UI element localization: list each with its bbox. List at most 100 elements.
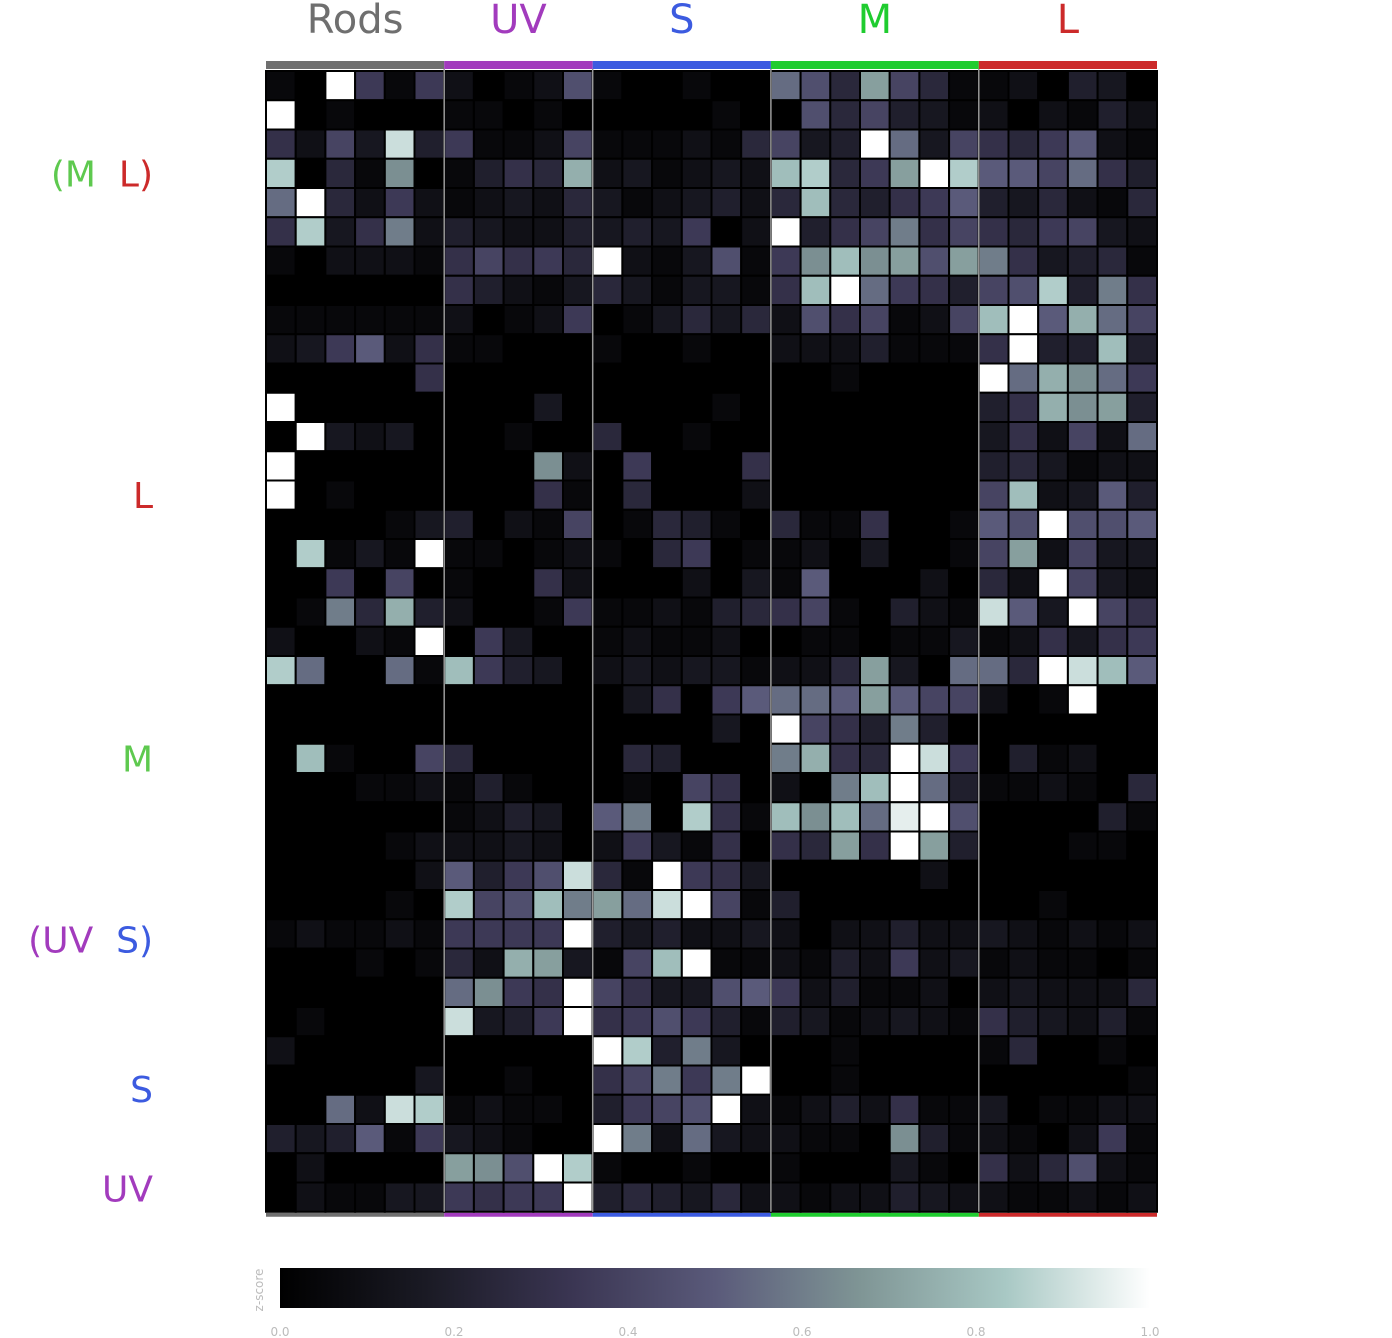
heatmap-cell	[948, 128, 980, 160]
heatmap-cell	[591, 1093, 624, 1125]
heatmap-cell	[859, 889, 891, 921]
heatmap-cell	[502, 1123, 535, 1155]
heatmap-cell	[769, 976, 802, 1008]
heatmap-cell	[413, 128, 446, 160]
heatmap-cell	[472, 538, 505, 570]
heatmap-cell	[948, 333, 980, 365]
heatmap-cell	[829, 333, 861, 365]
heatmap-cell	[324, 479, 357, 511]
heatmap-cell	[532, 801, 564, 833]
heatmap-cell	[324, 450, 357, 482]
heatmap-cell	[472, 976, 505, 1008]
heatmap-cell	[591, 830, 624, 862]
heatmap-cell	[562, 713, 594, 745]
heatmap-cell	[680, 859, 713, 891]
heatmap-cell	[710, 1123, 743, 1155]
heatmap-cell	[472, 70, 505, 102]
heatmap-cell	[532, 625, 564, 657]
heatmap-cell	[591, 801, 624, 833]
heatmap-cell	[294, 801, 327, 833]
heatmap-cell	[265, 596, 297, 628]
heatmap-cell	[1096, 274, 1129, 306]
heatmap-cell	[829, 99, 861, 131]
heatmap-cell	[888, 947, 921, 979]
heatmap-cell	[977, 596, 1010, 628]
heatmap-cell	[651, 216, 683, 248]
heatmap-cell	[1096, 245, 1129, 277]
heatmap-cell	[324, 918, 357, 950]
heatmap-cell	[472, 391, 505, 423]
heatmap-cell	[1096, 1006, 1129, 1038]
heatmap-cell	[977, 538, 1010, 570]
heatmap-cell	[562, 1152, 594, 1184]
heatmap-cell	[443, 333, 475, 365]
heatmap-cell	[591, 772, 624, 804]
heatmap-cell	[829, 245, 861, 277]
heatmap-cell	[1066, 128, 1099, 160]
heatmap-cell	[265, 1181, 297, 1213]
heatmap-cell	[651, 187, 683, 219]
heatmap-cell	[829, 391, 861, 423]
heatmap-cell	[354, 625, 386, 657]
heatmap-cell	[354, 684, 386, 716]
heatmap-cell	[769, 830, 802, 862]
heatmap-cell	[591, 538, 624, 570]
heatmap-cell	[621, 567, 654, 599]
heatmap-cell	[591, 1006, 624, 1038]
heatmap-cell	[413, 625, 446, 657]
heatmap-cell	[977, 742, 1010, 774]
heatmap-cell	[265, 567, 297, 599]
heatmap-cell	[680, 187, 713, 219]
heatmap-cell	[562, 99, 594, 131]
heatmap-cell	[532, 421, 564, 453]
heatmap-cell	[413, 333, 446, 365]
heatmap-cell	[740, 1152, 772, 1184]
heatmap-cell	[1037, 538, 1069, 570]
heatmap-cell	[532, 157, 564, 189]
heatmap-cell	[354, 70, 386, 102]
heatmap-cell	[354, 596, 386, 628]
heatmap-cell	[680, 1093, 713, 1125]
heatmap-cell	[977, 625, 1010, 657]
heatmap-cell	[354, 1093, 386, 1125]
heatmap-cell	[710, 538, 743, 570]
heatmap-cell	[1126, 713, 1159, 745]
heatmap-cell	[383, 830, 416, 862]
column-group-title: Rods	[307, 0, 404, 43]
heatmap-cell	[977, 391, 1010, 423]
heatmap-cell	[948, 1093, 980, 1125]
heatmap-cell	[1066, 391, 1099, 423]
heatmap-cell	[888, 274, 921, 306]
heatmap-cell	[888, 245, 921, 277]
heatmap-cell	[888, 801, 921, 833]
heatmap-cell	[651, 596, 683, 628]
heatmap-cell	[265, 128, 297, 160]
heatmap-cell	[977, 187, 1010, 219]
heatmap-cell	[591, 1064, 624, 1096]
heatmap-cell	[651, 1152, 683, 1184]
heatmap-cell	[740, 70, 772, 102]
heatmap-cell	[1066, 245, 1099, 277]
heatmap-cell	[1066, 216, 1099, 248]
heatmap-cell	[769, 859, 802, 891]
heatmap-cell	[443, 859, 475, 891]
heatmap-cell	[888, 918, 921, 950]
heatmap-cell	[413, 99, 446, 131]
heatmap-cell	[918, 1123, 951, 1155]
heatmap-cell	[1066, 1152, 1099, 1184]
heatmap-cell	[1096, 1152, 1129, 1184]
heatmap-cell	[859, 1093, 891, 1125]
heatmap-cell	[562, 538, 594, 570]
heatmap-cell	[472, 99, 505, 131]
heatmap-cell	[591, 391, 624, 423]
heatmap-cell	[799, 333, 832, 365]
heatmap-cell	[799, 889, 832, 921]
heatmap-cell	[1037, 830, 1069, 862]
row-label: UV	[102, 1169, 153, 1210]
heatmap-cell	[829, 889, 861, 921]
heatmap-cell	[1037, 333, 1069, 365]
heatmap-cell	[354, 1006, 386, 1038]
heatmap-cell	[829, 1123, 861, 1155]
heatmap-cell	[918, 333, 951, 365]
heatmap-cell	[1066, 742, 1099, 774]
